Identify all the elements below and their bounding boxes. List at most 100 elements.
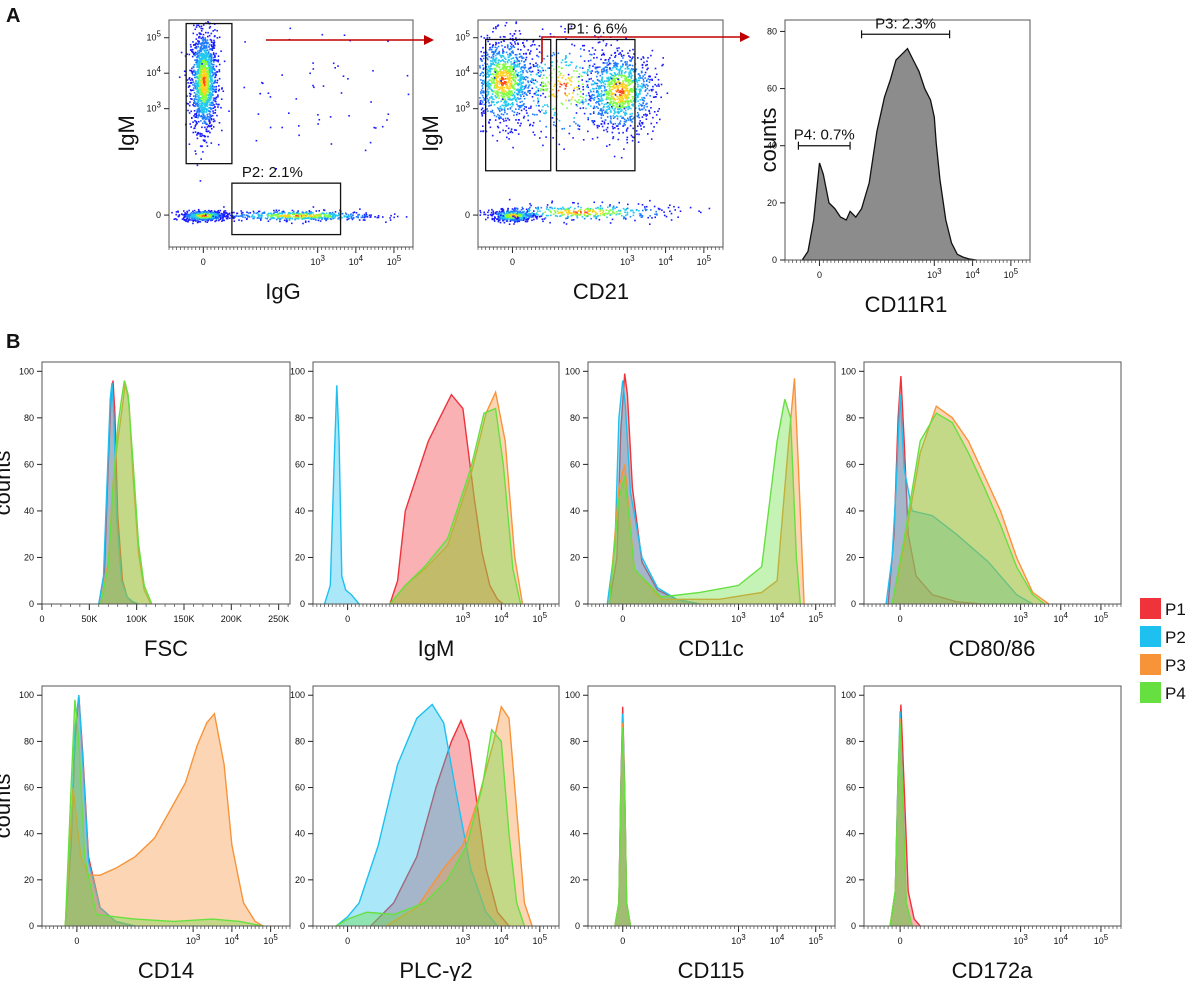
scatter-point bbox=[518, 53, 521, 55]
scatter-point bbox=[215, 217, 217, 219]
scatter-point bbox=[605, 66, 607, 68]
scatter-point bbox=[561, 103, 564, 106]
scatter-point bbox=[574, 99, 577, 101]
scatter-point bbox=[263, 212, 266, 214]
scatter-point bbox=[206, 86, 208, 89]
scatter-point bbox=[597, 113, 599, 115]
scatter-point bbox=[201, 84, 204, 87]
scatter-point bbox=[629, 89, 631, 91]
scatter-point bbox=[497, 45, 500, 48]
scatter-point bbox=[487, 73, 489, 75]
scatter-point bbox=[210, 94, 212, 97]
scatter-point bbox=[357, 215, 359, 218]
scatter-point bbox=[584, 71, 586, 74]
scatter-point bbox=[214, 35, 216, 37]
scatter-point bbox=[640, 70, 643, 73]
scatter-point bbox=[523, 76, 526, 79]
scatter-point bbox=[487, 76, 489, 78]
scatter-point bbox=[489, 71, 492, 73]
scatter-point bbox=[482, 91, 484, 94]
scatter-point bbox=[200, 120, 202, 122]
scatter-point bbox=[284, 212, 286, 214]
scatter-point bbox=[558, 119, 561, 122]
scatter-point bbox=[609, 67, 611, 70]
scatter-point bbox=[645, 118, 648, 120]
scatter-point bbox=[329, 217, 332, 220]
scatter-point bbox=[362, 216, 364, 219]
scatter-point bbox=[321, 218, 323, 220]
scatter-point bbox=[651, 78, 653, 81]
scatter-point bbox=[496, 77, 499, 79]
scatter-point bbox=[206, 117, 208, 119]
scatter-point bbox=[203, 217, 206, 219]
scatter-point bbox=[206, 72, 209, 74]
scatter-point bbox=[528, 70, 531, 72]
scatter-point bbox=[527, 68, 530, 70]
scatter-point bbox=[486, 37, 489, 39]
scatter-point bbox=[287, 213, 289, 215]
scatter-point bbox=[495, 77, 497, 80]
scatter-point bbox=[197, 221, 200, 223]
scatter-point bbox=[270, 217, 273, 220]
scatter-point bbox=[201, 48, 203, 50]
scatter-point bbox=[626, 93, 629, 96]
scatter-point bbox=[188, 209, 190, 212]
scatter-point bbox=[365, 212, 367, 214]
scatter-point bbox=[508, 48, 511, 50]
scatter-point bbox=[320, 213, 322, 216]
scatter-point bbox=[615, 114, 618, 117]
scatter-point bbox=[546, 88, 549, 90]
scatter-point bbox=[601, 125, 604, 128]
scatter-point bbox=[200, 70, 203, 73]
scatter-point bbox=[601, 120, 604, 122]
scatter-point bbox=[519, 97, 522, 100]
scatter-point bbox=[487, 40, 489, 43]
scatter-point bbox=[628, 103, 630, 105]
scatter-point bbox=[204, 139, 206, 142]
scatter-point bbox=[513, 59, 516, 62]
scatter-point bbox=[510, 80, 513, 82]
scatter-point bbox=[625, 87, 627, 89]
scatter-point bbox=[211, 70, 213, 72]
scatter-point bbox=[204, 70, 207, 73]
scatter-point bbox=[315, 219, 317, 221]
scatter-point bbox=[501, 84, 503, 86]
scatter-point bbox=[522, 76, 525, 78]
scatter-point bbox=[605, 44, 607, 47]
scatter-point bbox=[570, 27, 572, 30]
scatter-point bbox=[537, 93, 539, 96]
scatter-point bbox=[596, 125, 598, 127]
scatter-point bbox=[530, 71, 532, 73]
scatter-point bbox=[204, 96, 206, 99]
scatter-point bbox=[210, 125, 212, 128]
scatter-point bbox=[558, 143, 561, 146]
scatter-point bbox=[629, 83, 632, 85]
scatter-point bbox=[209, 85, 212, 88]
scatter-point bbox=[621, 50, 624, 52]
scatter-point bbox=[198, 42, 200, 44]
scatter-point bbox=[515, 22, 517, 25]
scatter-point bbox=[517, 83, 519, 86]
scatter-point bbox=[213, 39, 215, 42]
scatter-point bbox=[505, 119, 507, 122]
scatter-point bbox=[255, 139, 258, 142]
scatter-point bbox=[611, 67, 614, 69]
scatter-point bbox=[631, 57, 633, 60]
scatter-point bbox=[630, 59, 633, 61]
scatter-point bbox=[499, 121, 502, 124]
scatter-point bbox=[191, 55, 194, 58]
scatter-point bbox=[610, 96, 613, 98]
scatter-point bbox=[269, 96, 272, 98]
scatter-point bbox=[570, 25, 573, 27]
scatter-point bbox=[492, 82, 495, 84]
scatter-point bbox=[601, 102, 603, 105]
scatter-point bbox=[480, 103, 483, 105]
scatter-point bbox=[606, 85, 609, 88]
scatter-point bbox=[532, 64, 535, 66]
scatter-point bbox=[621, 105, 624, 107]
scatter-point bbox=[252, 210, 255, 213]
scatter-point bbox=[497, 24, 500, 26]
scatter-point bbox=[598, 103, 600, 105]
scatter-point bbox=[511, 66, 514, 68]
